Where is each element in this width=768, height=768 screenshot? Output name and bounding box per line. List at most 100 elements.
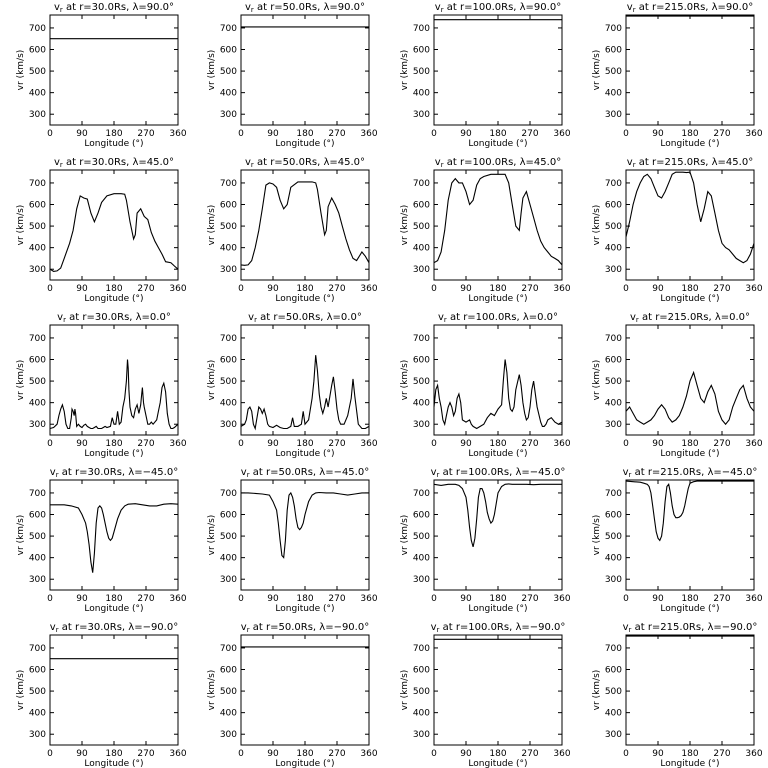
data-line <box>433 173 563 266</box>
x-axis-label: Longitude (°) <box>84 759 143 768</box>
y-axis-label: vr (km/s) <box>207 50 217 91</box>
panel-title: vr at r=30.0Rs, λ=−45.0° <box>50 467 178 479</box>
y-tick-label: 300 <box>29 265 46 275</box>
chart-panel-1: vr at r=30.0Rs, λ=90.0° 0 90 180 270 360 300 40… <box>16 2 187 149</box>
x-axis-label: Longitude (°) <box>275 759 334 768</box>
chart-panel-16: vr at r=215.0Rs, λ=−45.0° 0 90 180 270 360 300… <box>592 467 763 614</box>
plot-frame <box>240 479 370 591</box>
plot-frame <box>625 479 755 591</box>
y-tick-label: 400 <box>605 554 622 564</box>
y-axis-label: vr (km/s) <box>400 515 410 556</box>
x-tick-label: 270 <box>713 439 730 449</box>
y-tick-label: 600 <box>413 46 430 56</box>
y-tick-label: 700 <box>220 24 237 34</box>
panel-title: vr at r=215.0Rs, λ=45.0° <box>627 157 753 169</box>
data-line <box>50 503 179 573</box>
y-tick-label: 400 <box>220 244 237 254</box>
y-tick-label: 600 <box>605 201 622 211</box>
y-tick-label: 700 <box>29 179 46 189</box>
y-axis-label: vr (km/s) <box>207 515 217 556</box>
panel-title: vr at r=100.0Rs, λ=45.0° <box>435 157 561 169</box>
x-tick-label: 360 <box>553 594 570 604</box>
y-axis-label: vr (km/s) <box>16 670 26 711</box>
y-tick-label: 700 <box>413 24 430 34</box>
y-axis-label: vr (km/s) <box>207 670 217 711</box>
y-tick-label: 700 <box>29 334 46 344</box>
panel-title: vr at r=30.0Rs, λ=0.0° <box>57 312 171 324</box>
x-tick-label: 0 <box>431 129 437 139</box>
plot-frame <box>433 14 563 126</box>
y-tick-label: 300 <box>413 265 430 275</box>
x-tick-label: 90 <box>460 439 472 449</box>
y-tick-label: 600 <box>605 46 622 56</box>
y-tick-label: 300 <box>605 575 622 585</box>
y-tick-label: 300 <box>29 575 46 585</box>
y-tick-label: 700 <box>29 489 46 499</box>
y-tick-label: 700 <box>605 489 622 499</box>
plot-frame <box>625 14 755 126</box>
y-tick-label: 300 <box>605 420 622 430</box>
y-axis-label: vr (km/s) <box>16 515 26 556</box>
x-tick-label: 270 <box>521 594 538 604</box>
plot-frame <box>49 634 179 746</box>
panel-title: vr at r=50.0Rs, λ=−90.0° <box>241 622 369 634</box>
x-tick-label: 360 <box>745 284 762 294</box>
y-tick-label: 300 <box>220 730 237 740</box>
plot-frame <box>433 324 563 436</box>
x-tick-label: 90 <box>460 749 472 759</box>
chart-panel-2: vr at r=50.0Rs, λ=90.0° 0 90 180 270 360 300 40… <box>207 2 378 149</box>
y-tick-label: 300 <box>413 420 430 430</box>
data-line <box>433 483 562 548</box>
y-tick-label: 600 <box>605 356 622 366</box>
data-line <box>240 355 370 431</box>
y-tick-label: 400 <box>605 399 622 409</box>
x-tick-label: 180 <box>105 129 122 139</box>
panel-title: vr at r=215.0Rs, λ=0.0° <box>630 312 750 324</box>
x-tick-label: 360 <box>360 129 377 139</box>
x-tick-label: 180 <box>296 129 313 139</box>
y-axis-label: vr (km/s) <box>16 205 26 246</box>
y-tick-label: 600 <box>605 666 622 676</box>
y-tick-label: 400 <box>413 554 430 564</box>
x-tick-label: 180 <box>681 284 698 294</box>
x-tick-label: 270 <box>328 439 345 449</box>
x-tick-label: 270 <box>521 439 538 449</box>
y-tick-label: 400 <box>29 709 46 719</box>
x-tick-label: 360 <box>745 129 762 139</box>
y-tick-label: 300 <box>29 110 46 120</box>
x-tick-label: 360 <box>360 749 377 759</box>
x-tick-label: 90 <box>267 439 279 449</box>
y-tick-label: 300 <box>413 110 430 120</box>
y-axis-label: vr (km/s) <box>592 515 602 556</box>
panel-title: vr at r=215.0Rs, λ=−45.0° <box>623 467 758 479</box>
x-tick-label: 180 <box>489 284 506 294</box>
panel-title: vr at r=100.0Rs, λ=90.0° <box>435 2 561 14</box>
x-axis-label: Longitude (°) <box>468 604 527 614</box>
chart-panel-5: vr at r=30.0Rs, λ=45.0° 0 90 180 270 360 300 40… <box>16 157 187 304</box>
chart-panel-9: vr at r=30.0Rs, λ=0.0° 0 90 180 270 360 300 400… <box>16 312 187 459</box>
y-tick-label: 500 <box>605 222 622 232</box>
panel-title: vr at r=50.0Rs, λ=−45.0° <box>241 467 369 479</box>
x-tick-label: 180 <box>489 129 506 139</box>
data-line <box>241 491 369 559</box>
y-tick-label: 500 <box>29 532 46 542</box>
x-axis-label: Longitude (°) <box>660 294 719 304</box>
chart-panel-4: vr at r=215.0Rs, λ=90.0° 0 90 180 270 360 300 4… <box>592 2 763 149</box>
x-axis-label: Longitude (°) <box>84 449 143 459</box>
x-tick-label: 360 <box>360 594 377 604</box>
y-axis-label: vr (km/s) <box>400 670 410 711</box>
x-tick-label: 90 <box>76 439 88 449</box>
panel-title: vr at r=30.0Rs, λ=−90.0° <box>50 622 178 634</box>
y-tick-label: 300 <box>605 265 622 275</box>
y-tick-label: 500 <box>220 222 237 232</box>
x-tick-label: 180 <box>296 439 313 449</box>
x-tick-label: 270 <box>713 749 730 759</box>
y-tick-label: 500 <box>605 532 622 542</box>
y-axis-label: vr (km/s) <box>592 50 602 91</box>
y-tick-label: 600 <box>413 201 430 211</box>
x-tick-label: 0 <box>431 594 437 604</box>
x-tick-label: 0 <box>431 284 437 294</box>
y-tick-label: 600 <box>220 511 237 521</box>
x-tick-label: 0 <box>47 439 53 449</box>
